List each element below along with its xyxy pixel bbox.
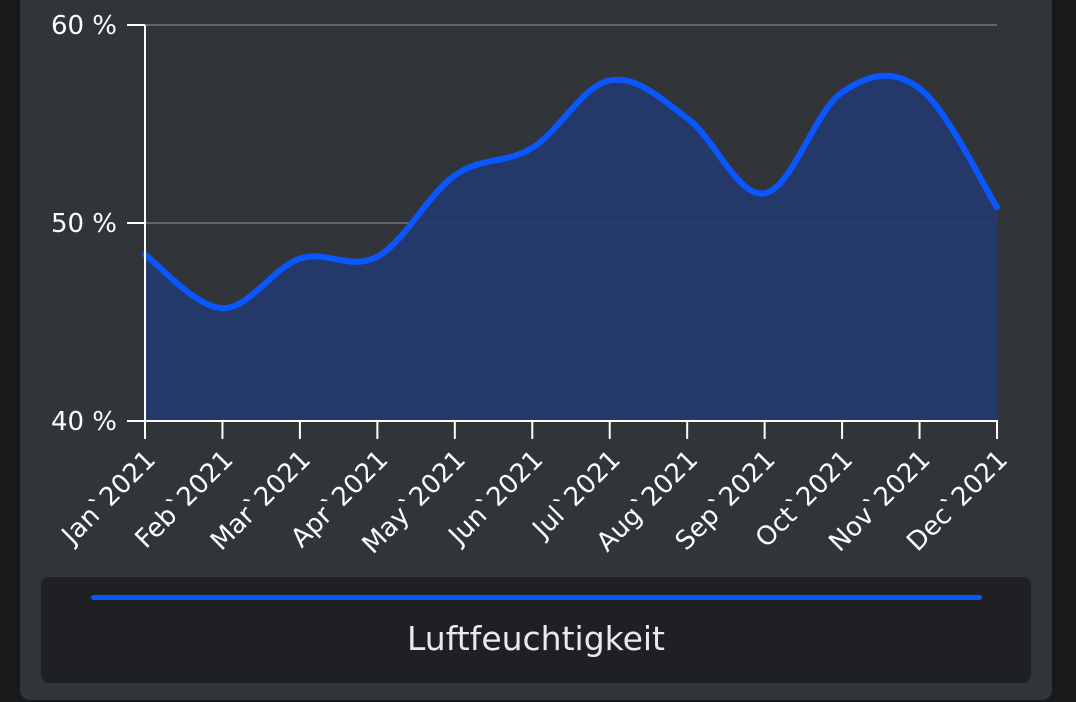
y-axis-ticks: 40 % 50 % 60 % — [51, 11, 145, 437]
y-tick-label: 60 % — [51, 11, 117, 41]
y-tick-label: 50 % — [51, 209, 117, 239]
legend[interactable]: Luftfeuchtigkeit — [41, 577, 1031, 683]
series-line-luftfeuchtigkeit — [142, 72, 1000, 312]
x-axis-ticks: Jan`2021Feb`2021Mar`2021Apr`2021May`2021… — [55, 421, 1014, 560]
area-fill — [145, 75, 997, 421]
y-tick-label: 40 % — [51, 407, 117, 437]
legend-swatch — [91, 595, 982, 600]
legend-label: Luftfeuchtigkeit — [407, 619, 665, 658]
